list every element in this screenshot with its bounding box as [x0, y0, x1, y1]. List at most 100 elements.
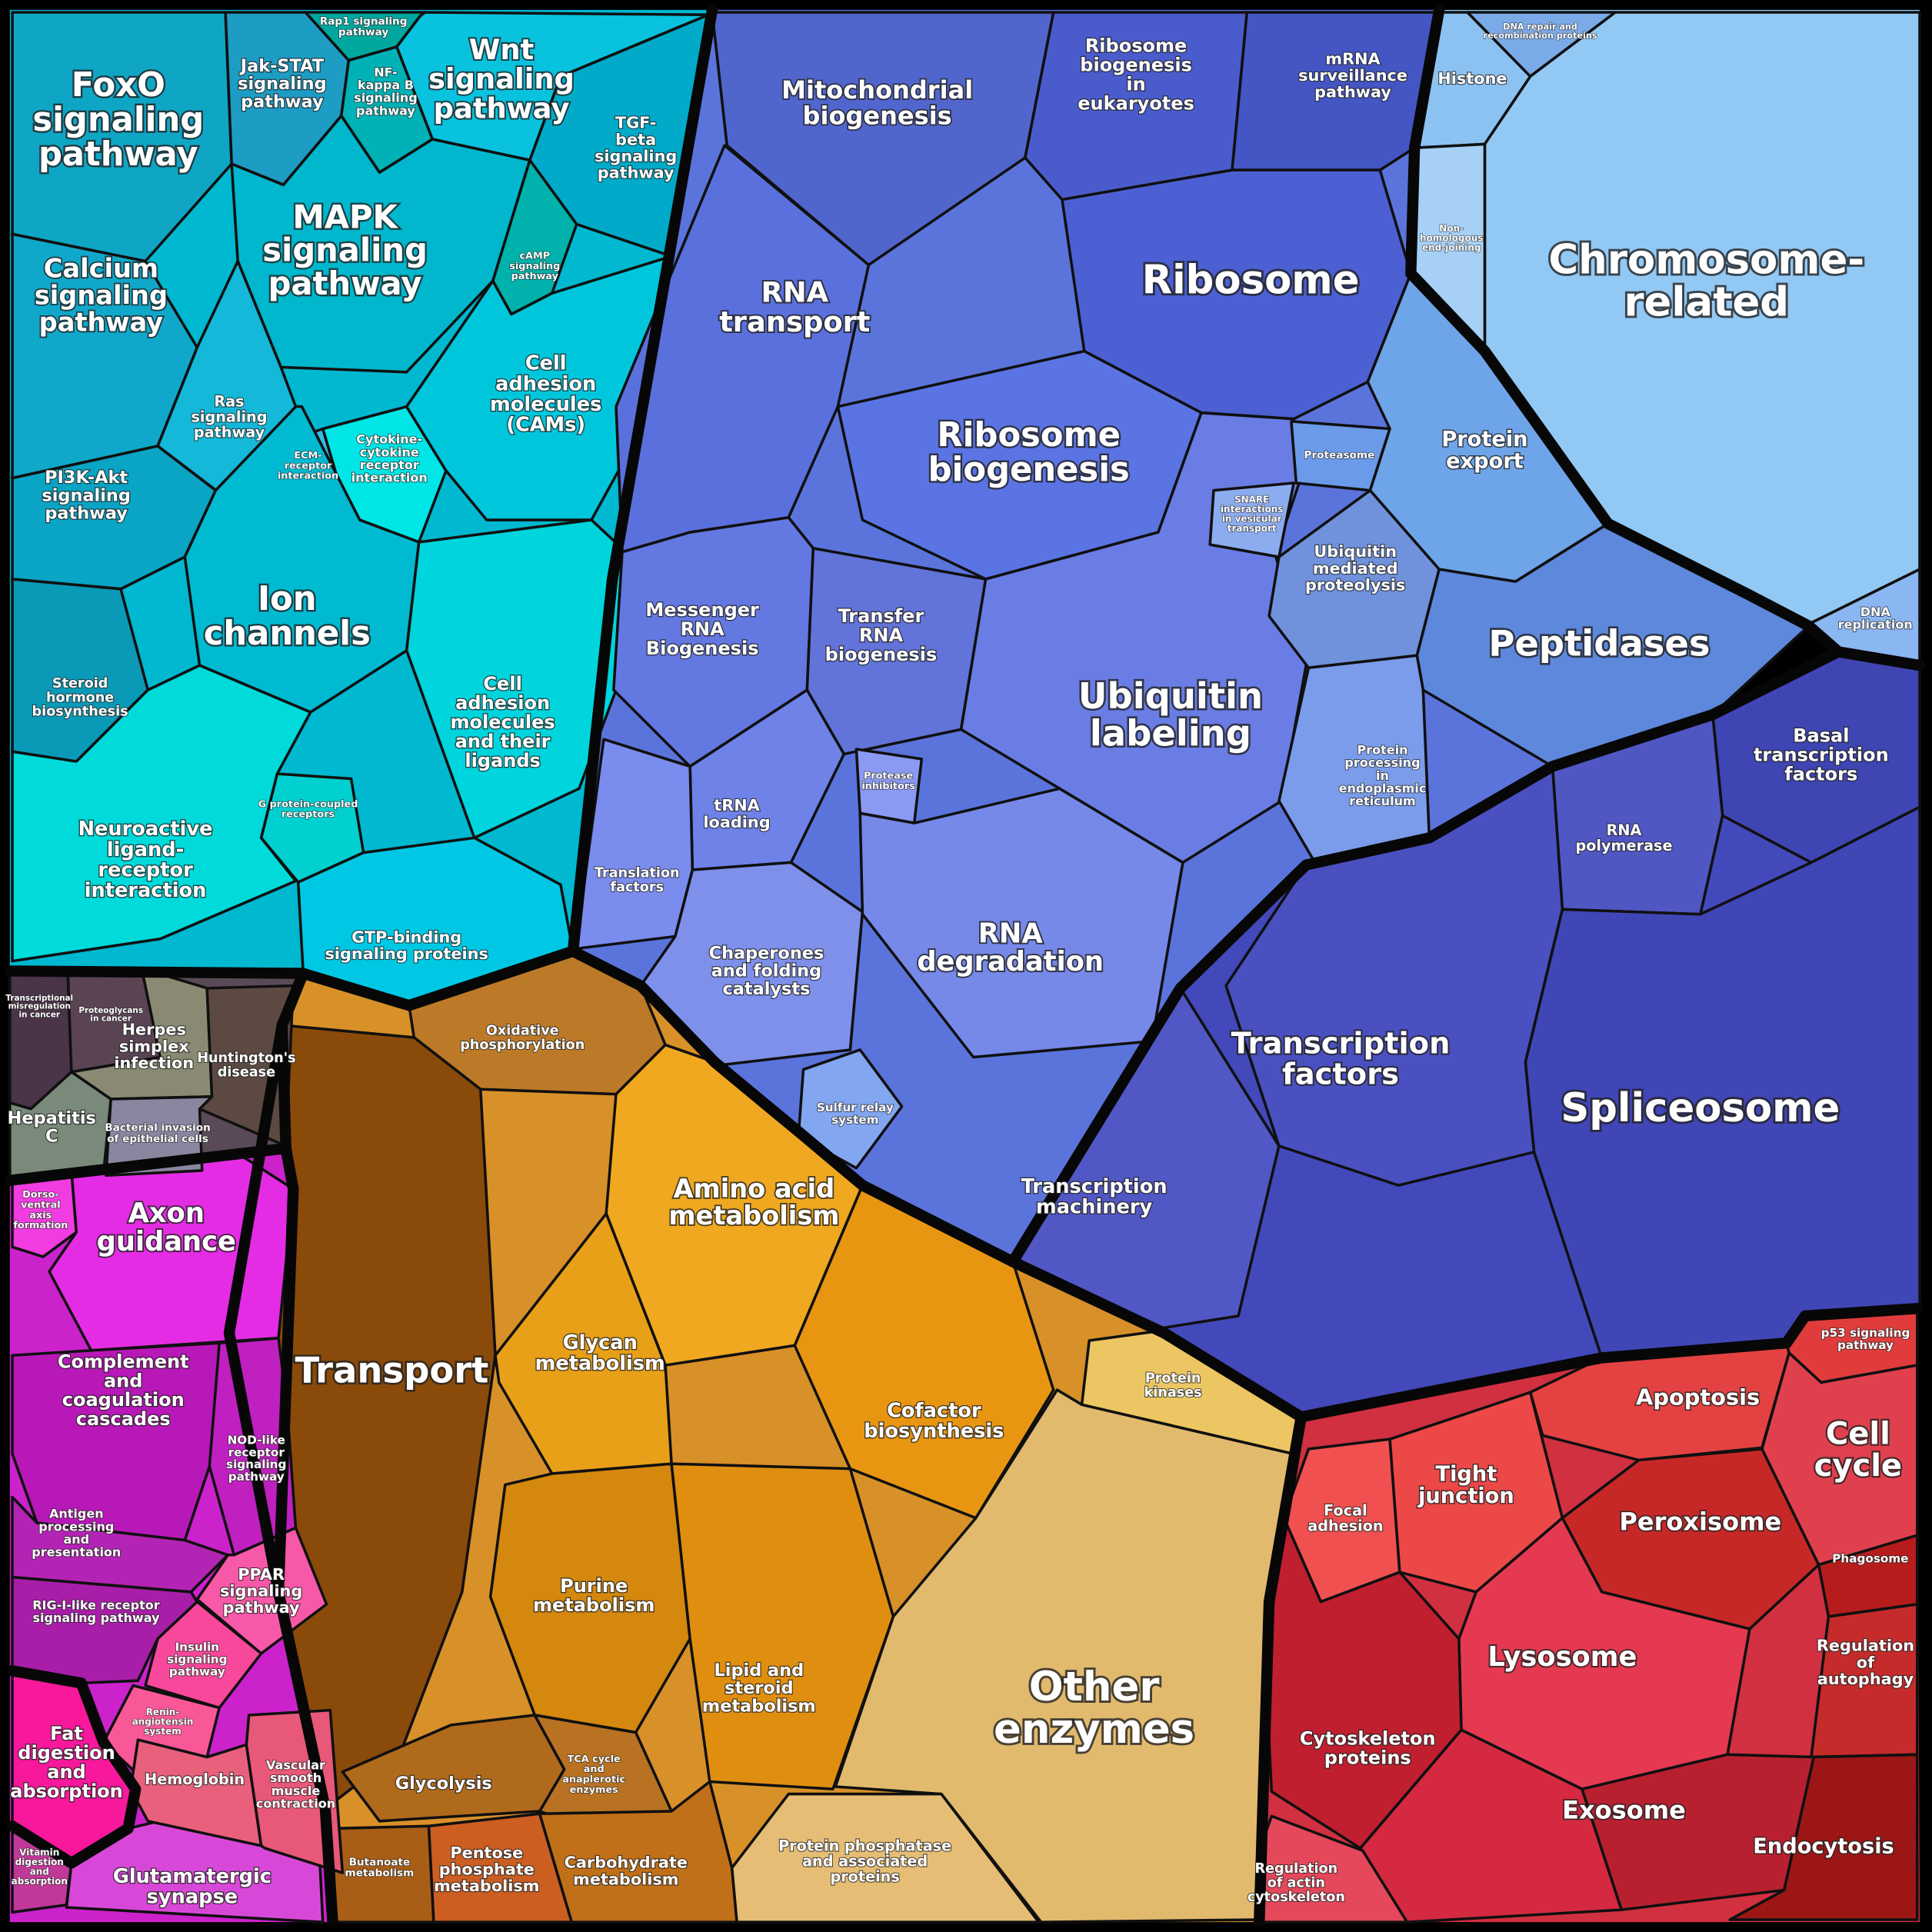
- cell-transfer-rna: [805, 547, 988, 756]
- cell-label-purine: Purine metabolism: [533, 1575, 655, 1616]
- cell-label-protein-kinases: Protein kinases: [1144, 1371, 1202, 1400]
- cell-label-bacterial-invasion: Bacterial invasion of epithelial cells: [105, 1122, 211, 1145]
- cell-label-mapk: MAPK signaling pathway: [262, 198, 428, 302]
- cell-label-vitamin-digestion: Vitamin digestion and absorption: [12, 1847, 68, 1887]
- group-border-9: [272, 1142, 299, 1598]
- cell-label-ppar: PPAR signaling pathway: [220, 1565, 302, 1617]
- cell-label-pentose-phosphate: Pentose phosphate metabolism: [434, 1844, 539, 1895]
- cell-label-mrna-surveillance: mRNA surveillance pathway: [1298, 49, 1407, 101]
- group-border-3: [1405, 4, 1926, 671]
- cell-label-protease-inhibitors: Protease inhibitors: [861, 770, 915, 791]
- cell-label-insulin: Insulin signaling pathway: [167, 1641, 227, 1679]
- cell-label-carbohydrate: Carbohydrate metabolism: [565, 1854, 688, 1889]
- group-border-0: [567, 4, 718, 957]
- cell-label-steroid-hormone: Steroid hormone biosynthesis: [32, 676, 128, 720]
- cell-label-translation-factors: Translation factors: [595, 866, 680, 895]
- cell-label-wnt: Wnt signaling pathway: [428, 33, 575, 125]
- cell-label-cam-ligands: Cell adhesion molecules and their ligands: [451, 673, 555, 771]
- cell-endocytosis: [1728, 1753, 1919, 1921]
- cell-label-protein-phosphatase: Protein phosphatase and associated protein…: [778, 1837, 951, 1885]
- cell-label-transcription-machinery: Transcription machinery: [1021, 1175, 1168, 1219]
- cell-label-nhej: Non-homologous end-joining: [1420, 223, 1483, 253]
- cell-label-neuroactive: Neuroactive ligand-receptor interaction: [78, 818, 213, 902]
- group-border-8: [1254, 1411, 1307, 1928]
- group-border-10: [6, 1665, 142, 1869]
- cell-vascular-smooth-muscle: [245, 1708, 345, 1874]
- cell-label-mito-biogenesis: Mitochondrial biogenesis: [781, 75, 973, 130]
- cell-label-dorso-ventral: Dorso-ventral axis formation: [13, 1189, 68, 1231]
- group-border-2: [4, 968, 309, 1186]
- cell-label-endocytosis: Endocytosis: [1753, 1834, 1894, 1858]
- cell-label-rna-degradation: RNA degradation: [917, 918, 1104, 978]
- cell-label-other-enzymes: Other enzymes: [994, 1664, 1194, 1753]
- cell-label-gpcr: G protein-coupled receptors: [258, 798, 358, 820]
- cell-carbohydrate: [538, 1780, 738, 1924]
- cell-label-calcium: Calcium signaling pathway: [35, 253, 168, 337]
- cell-purine: [488, 1462, 691, 1734]
- cell-label-cell-cycle: Cell cycle: [1814, 1417, 1902, 1484]
- cell-label-proteoglycans: Proteoglycans in cancer: [78, 1006, 143, 1024]
- cell-label-camp: cAMP signaling pathway: [509, 250, 560, 282]
- cell-sulfur-relay: [797, 1048, 904, 1170]
- cell-label-phagosome: Phagosome: [1832, 1551, 1908, 1565]
- cell-label-rna-polymerase: RNA polymerase: [1575, 821, 1672, 854]
- cell-label-dna-replication: DNA replication: [1838, 605, 1913, 632]
- cell-label-renin-angiotensin: Renin-angiotensin system: [132, 1707, 194, 1737]
- cell-label-cytokine: Cytokine-cytokine receptor interaction: [351, 432, 428, 485]
- cell-label-oxidative-phosphorylation: Oxidative phosphorylation: [460, 1024, 585, 1053]
- cell-label-lipid-steroid: Lipid and steroid metabolism: [702, 1661, 816, 1717]
- cell-label-exosome: Exosome: [1562, 1796, 1686, 1825]
- cell-label-chaperones: Chaperones and folding catalysts: [709, 943, 824, 999]
- group-border-4: [1007, 646, 1844, 1267]
- cell-label-cams: Cell adhesion molecules (CAMs): [490, 352, 601, 437]
- cell-label-rna-transport: RNA transport: [719, 276, 870, 338]
- cell-label-jak-stat: Jak-STAT signaling pathway: [238, 56, 326, 112]
- cell-label-glycolysis: Glycolysis: [395, 1774, 492, 1794]
- cell-label-peroxisome: Peroxisome: [1619, 1507, 1781, 1537]
- cell-label-tight-junction: Tight junction: [1417, 1463, 1514, 1508]
- cell-label-p53: p53 signaling pathway: [1821, 1326, 1910, 1352]
- cell-label-foxo: FoxO signaling pathway: [32, 66, 204, 174]
- cell-label-ecm: ECM-receptor interaction: [278, 450, 338, 482]
- cell-label-lysosome: Lysosome: [1487, 1641, 1637, 1673]
- cell-label-regulation-autophagy: Regulation of autophagy: [1817, 1637, 1914, 1688]
- cell-label-ribosome-biogenesis: Ribosome biogenesis: [928, 416, 1130, 489]
- cell-label-hepatitis-c: Hepatitis C: [8, 1108, 96, 1146]
- cell-label-huntingtons: Huntington's disease: [197, 1051, 295, 1080]
- cell-label-hemoglobin: Hemoglobin: [145, 1770, 245, 1788]
- cell-label-glycan: Glycan metabolism: [535, 1331, 665, 1375]
- cell-label-nod-like: NOD-like receptor signaling pathway: [226, 1434, 286, 1484]
- cell-label-focal-adhesion: Focal adhesion: [1307, 1502, 1383, 1535]
- cell-label-ras: Ras signaling pathway: [191, 393, 267, 441]
- cell-label-basal-tf: Basal transcription factors: [1754, 724, 1889, 784]
- cell-label-antigen: Antigen processing and presentation: [32, 1507, 121, 1560]
- group-border-1: [4, 945, 579, 1011]
- cell-label-glutamatergic: Glutamatergic synapse: [113, 1865, 271, 1909]
- cell-label-rap1: Rap1 signaling pathway: [320, 15, 408, 38]
- cell-label-tca-cycle: TCA cycle and anaplerotic enzymes: [562, 1754, 625, 1796]
- cell-label-transfer-rna: Transfer RNA biogenesis: [825, 605, 938, 665]
- cell-label-transcriptional-misregulation: Transcriptional misregulation in cancer: [5, 994, 73, 1020]
- cell-foxo: [11, 11, 233, 263]
- cell-label-regulation-actin: Regulation of actin cytoskeleton: [1247, 1861, 1345, 1905]
- cell-label-vascular-smooth-muscle: Vascular smooth muscle contraction: [256, 1758, 335, 1811]
- cell-label-transcription-factors: Transcription factors: [1231, 1027, 1451, 1092]
- cell-protein-phosphatase: [730, 1792, 1041, 1924]
- cell-label-chromosome-related: Chromosome-related: [1548, 237, 1864, 326]
- cell-lipid-steroid: [670, 1462, 895, 1790]
- group-border-6: [567, 945, 1019, 1267]
- cell-label-protein-processing-er: Protein processing in endoplasmic reticulum: [1339, 742, 1427, 808]
- cell-label-apoptosis: Apoptosis: [1636, 1384, 1760, 1410]
- cell-label-complement: Complement and coagulation cascades: [58, 1351, 189, 1430]
- cell-label-trna-loading: tRNA loading: [703, 796, 770, 831]
- cell-label-amino-acid: Amino acid metabolism: [669, 1174, 840, 1231]
- cell-rna-degradation: [858, 787, 1184, 1059]
- cell-label-herpes: Herpes simplex infection: [114, 1021, 194, 1072]
- cell-label-transport: Transport: [295, 1349, 489, 1391]
- cell-label-dna-repair: DNA repair and recombination proteins: [1484, 22, 1597, 41]
- cell-label-cytoskeleton-proteins: Cytoskeleton proteins: [1300, 1727, 1436, 1768]
- cell-label-peptidases: Peptidases: [1488, 622, 1710, 664]
- cell-label-proteasome: Proteasome: [1304, 449, 1375, 461]
- cell-label-pi3k-akt: PI3K-Akt signaling pathway: [42, 468, 130, 524]
